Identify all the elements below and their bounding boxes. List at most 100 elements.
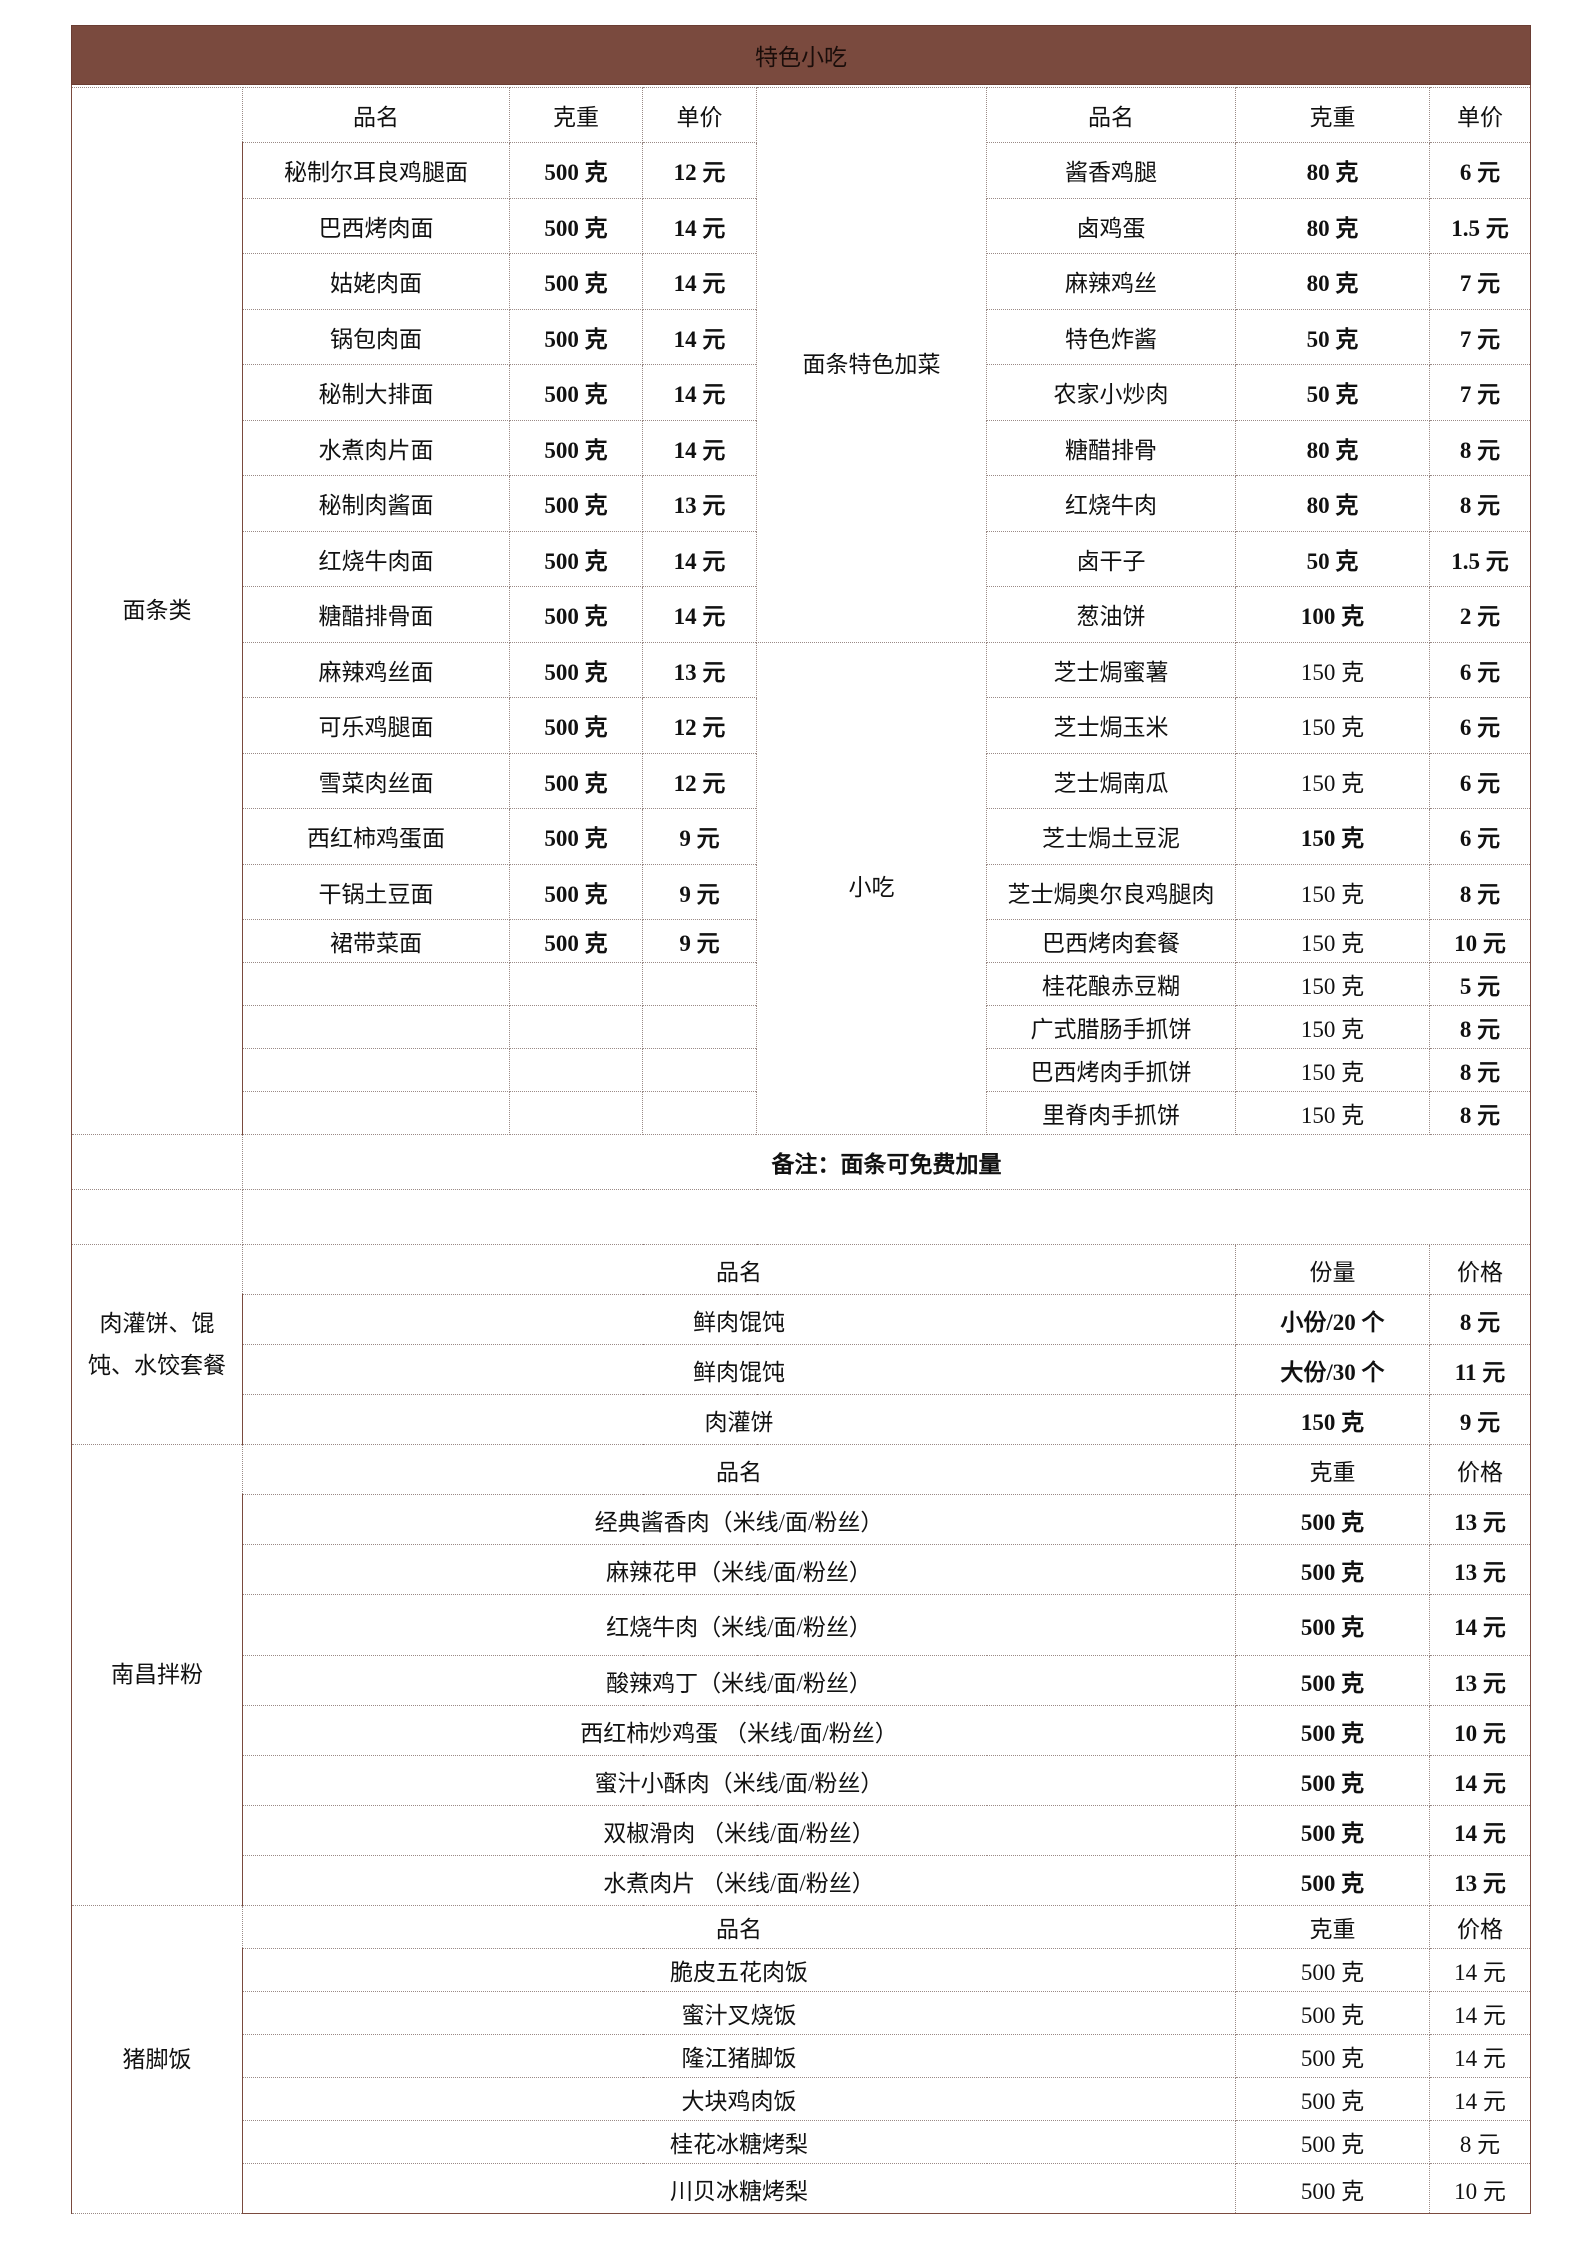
item-name: 广式腊肠手抓饼	[986, 1005, 1236, 1049]
item-price: 14 元	[1429, 1948, 1531, 1992]
item-name: 红烧牛肉	[986, 475, 1236, 532]
item-weight: 500 克	[1235, 1991, 1430, 2035]
item-price: 14 元	[1429, 1805, 1531, 1856]
menu-table: 面条类 品名 克重 单价 面条特色加菜 品名 克重 单价 秘制尔耳良鸡腿面 500 克 12 元酱香…	[71, 87, 1531, 2214]
item-weight: 500 克	[1235, 2077, 1430, 2121]
item-weight: 150 克	[1235, 1048, 1430, 1092]
header-row: 猪脚饭 品名 克重 价格	[71, 1905, 1531, 2214]
column-header: 克重	[509, 87, 643, 143]
item-name: 芝士焗蜜薯	[986, 641, 1236, 698]
item-price: 6 元	[1429, 808, 1531, 865]
item-name: 可乐鸡腿面	[242, 697, 510, 754]
column-header: 品名	[242, 1444, 1236, 1495]
item-weight: 500 克	[1235, 2163, 1430, 2214]
item-weight: 500 克	[1235, 1705, 1430, 1756]
item-price: 14 元	[642, 586, 757, 643]
note-row: 备注：面条可免费加量	[71, 1134, 1531, 1190]
item-name: 蜜汁叉烧饭	[242, 1991, 1236, 2035]
column-header: 份量	[1235, 1244, 1430, 1295]
item-weight: 500 克	[1235, 1805, 1430, 1856]
item-price: 14 元	[642, 364, 757, 421]
item-weight: 150 克	[1235, 697, 1430, 754]
item-weight: 500 克	[1235, 1594, 1430, 1656]
item-name: 水煮肉片 （米线/面/粉丝）	[242, 1855, 1236, 1906]
item-price: 9 元	[642, 863, 757, 920]
item-price: 8 元	[1429, 1005, 1531, 1049]
table-row: 双椒滑肉 （米线/面/粉丝） 500 克 14 元	[72, 1805, 1531, 1856]
item-weight: 500 克	[509, 419, 643, 476]
table-row: 红烧牛肉面 500 克 14 元 卤干子 50 克 1.5 元	[72, 530, 1531, 587]
item-weight: 50 克	[1235, 308, 1430, 365]
item-price: 6 元	[1429, 697, 1531, 754]
item-weight	[509, 1005, 643, 1049]
item-weight: 500 克	[509, 752, 643, 809]
column-header: 品名	[242, 87, 510, 143]
table-row: 水煮肉片 （米线/面/粉丝） 500 克 13 元	[72, 1855, 1531, 1906]
menu-title: 特色小吃	[755, 45, 847, 70]
item-weight: 150 克	[1235, 962, 1430, 1006]
item-weight: 80 克	[1235, 142, 1430, 199]
item-name: 雪菜肉丝面	[242, 752, 510, 809]
table-row: 脆皮五花肉饭 500 克 14 元	[72, 1948, 1531, 1992]
item-weight: 500 克	[509, 142, 643, 199]
item-price	[642, 1091, 757, 1135]
item-price: 14 元	[1429, 2077, 1531, 2121]
item-weight: 500 克	[509, 197, 643, 254]
item-weight: 500 克	[509, 530, 643, 587]
column-header: 克重	[1235, 87, 1430, 143]
item-price: 14 元	[642, 419, 757, 476]
item-price: 13 元	[1429, 1855, 1531, 1906]
item-name: 鲜肉馄饨	[242, 1294, 1236, 1345]
item-name: 西红柿鸡蛋面	[242, 808, 510, 865]
item-weight: 500 克	[1235, 2034, 1430, 2078]
item-name: 芝士焗土豆泥	[986, 808, 1236, 865]
item-weight: 500 克	[1235, 1544, 1430, 1595]
item-price: 5 元	[1429, 962, 1531, 1006]
column-header: 价格	[1429, 1444, 1531, 1495]
item-price: 14 元	[642, 197, 757, 254]
item-weight: 80 克	[1235, 475, 1430, 532]
item-name: 酱香鸡腿	[986, 142, 1236, 199]
item-name	[242, 1005, 510, 1049]
title-bar: 特色小吃	[71, 25, 1531, 85]
item-name: 红烧牛肉（米线/面/粉丝）	[242, 1594, 1236, 1656]
item-price: 11 元	[1429, 1344, 1531, 1395]
item-weight	[509, 962, 643, 1006]
item-name: 芝士焗奥尔良鸡腿肉	[986, 863, 1236, 920]
item-name: 红烧牛肉面	[242, 530, 510, 587]
item-price: 6 元	[1429, 142, 1531, 199]
column-header: 品名	[986, 87, 1236, 143]
item-weight: 500 克	[509, 586, 643, 643]
item-weight: 500 克	[509, 808, 643, 865]
table-row: 红烧牛肉（米线/面/粉丝） 500 克 14 元	[72, 1594, 1531, 1656]
item-name: 巴西烤肉手抓饼	[986, 1048, 1236, 1092]
item-price: 7 元	[1429, 364, 1531, 421]
item-name: 鲜肉馄饨	[242, 1344, 1236, 1395]
item-price: 9 元	[1429, 1394, 1531, 1445]
item-weight: 100 克	[1235, 586, 1430, 643]
item-name: 姑姥肉面	[242, 253, 510, 310]
item-weight: 500 克	[509, 475, 643, 532]
item-weight: 80 克	[1235, 419, 1430, 476]
item-weight: 小份/20 个	[1235, 1294, 1430, 1345]
item-price	[642, 962, 757, 1006]
table-row: 蜜汁小酥肉（米线/面/粉丝） 500 克 14 元	[72, 1755, 1531, 1806]
column-header: 品名	[242, 1244, 1236, 1295]
item-price: 13 元	[1429, 1494, 1531, 1545]
item-weight	[509, 1048, 643, 1092]
header-row: 肉灌饼、馄饨、水饺套餐 品名 份量 价格	[71, 1244, 1531, 1445]
item-weight: 大份/30 个	[1235, 1344, 1430, 1395]
item-price: 8 元	[1429, 863, 1531, 920]
item-price: 9 元	[642, 919, 757, 963]
item-weight: 500 克	[1235, 1855, 1430, 1906]
item-price: 14 元	[642, 308, 757, 365]
item-name: 巴西烤肉套餐	[986, 919, 1236, 963]
